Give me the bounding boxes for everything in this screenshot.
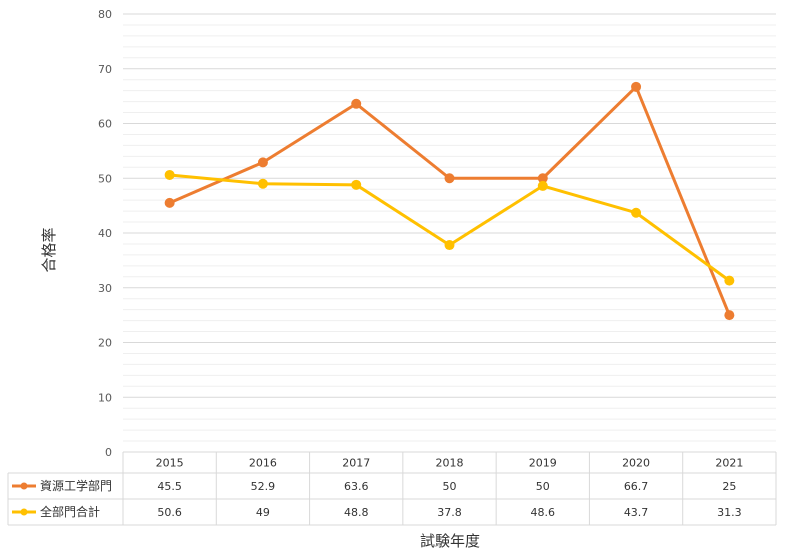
data-point: [631, 81, 642, 92]
x-category-label: 2016: [249, 457, 277, 470]
table-cell: 50: [443, 480, 457, 493]
data-point: [724, 275, 735, 286]
data-point: [444, 173, 455, 184]
y-tick-label: 10: [98, 391, 112, 404]
legend-label: 全部門合計: [40, 504, 100, 519]
y-tick-label: 20: [98, 337, 112, 350]
legend-key-marker: [20, 508, 28, 516]
table-cell: 48.6: [531, 506, 556, 519]
table-cell: 31.3: [717, 506, 742, 519]
y-tick-label: 0: [105, 446, 112, 459]
y-tick-label: 60: [98, 118, 112, 131]
gridlines: [123, 13, 776, 453]
data-point: [164, 197, 175, 208]
data-point: [351, 179, 362, 190]
y-tick-label: 70: [98, 63, 112, 76]
legend-label: 資源工学部門: [40, 478, 112, 493]
x-category-label: 2018: [436, 457, 464, 470]
data-point: [351, 98, 362, 109]
table-cell: 25: [722, 480, 736, 493]
x-category-label: 2019: [529, 457, 557, 470]
table-cell: 37.8: [437, 506, 462, 519]
table-cell: 50: [536, 480, 550, 493]
y-axis-ticks: 0 10 20 30 40 50 60 70 80: [98, 8, 112, 459]
y-tick-label: 80: [98, 8, 112, 21]
x-category-label: 2021: [715, 457, 743, 470]
y-axis-title: 合格率: [40, 227, 58, 272]
data-point: [631, 207, 642, 218]
data-point: [537, 173, 548, 184]
table-cell: 50.6: [157, 506, 182, 519]
series-layer: [164, 81, 735, 321]
legend-key-marker: [20, 482, 28, 490]
data-point: [537, 180, 548, 191]
y-tick-label: 30: [98, 282, 112, 295]
table-cell: 66.7: [624, 480, 649, 493]
x-category-label: 2017: [342, 457, 370, 470]
data-point: [257, 178, 268, 189]
y-tick-label: 50: [98, 172, 112, 185]
data-table: 2015 2016 2017 2018 2019 2020 2021 資源工学部門 45.5 52…: [7, 451, 777, 526]
x-axis-title: 試験年度: [420, 532, 480, 550]
y-tick-label: 40: [98, 227, 112, 240]
table-cell: 45.5: [157, 480, 182, 493]
data-point: [444, 240, 455, 251]
series-line: [168, 85, 731, 317]
x-category-label: 2020: [622, 457, 650, 470]
data-point: [164, 169, 175, 180]
table-cell: 52.9: [251, 480, 276, 493]
x-category-label: 2015: [156, 457, 184, 470]
table-cell: 48.8: [344, 506, 369, 519]
data-point: [257, 157, 268, 168]
table-cell: 63.6: [344, 480, 369, 493]
table-cell: 43.7: [624, 506, 649, 519]
data-point: [724, 310, 735, 321]
series-line: [168, 173, 731, 283]
table-cell: 49: [256, 506, 270, 519]
